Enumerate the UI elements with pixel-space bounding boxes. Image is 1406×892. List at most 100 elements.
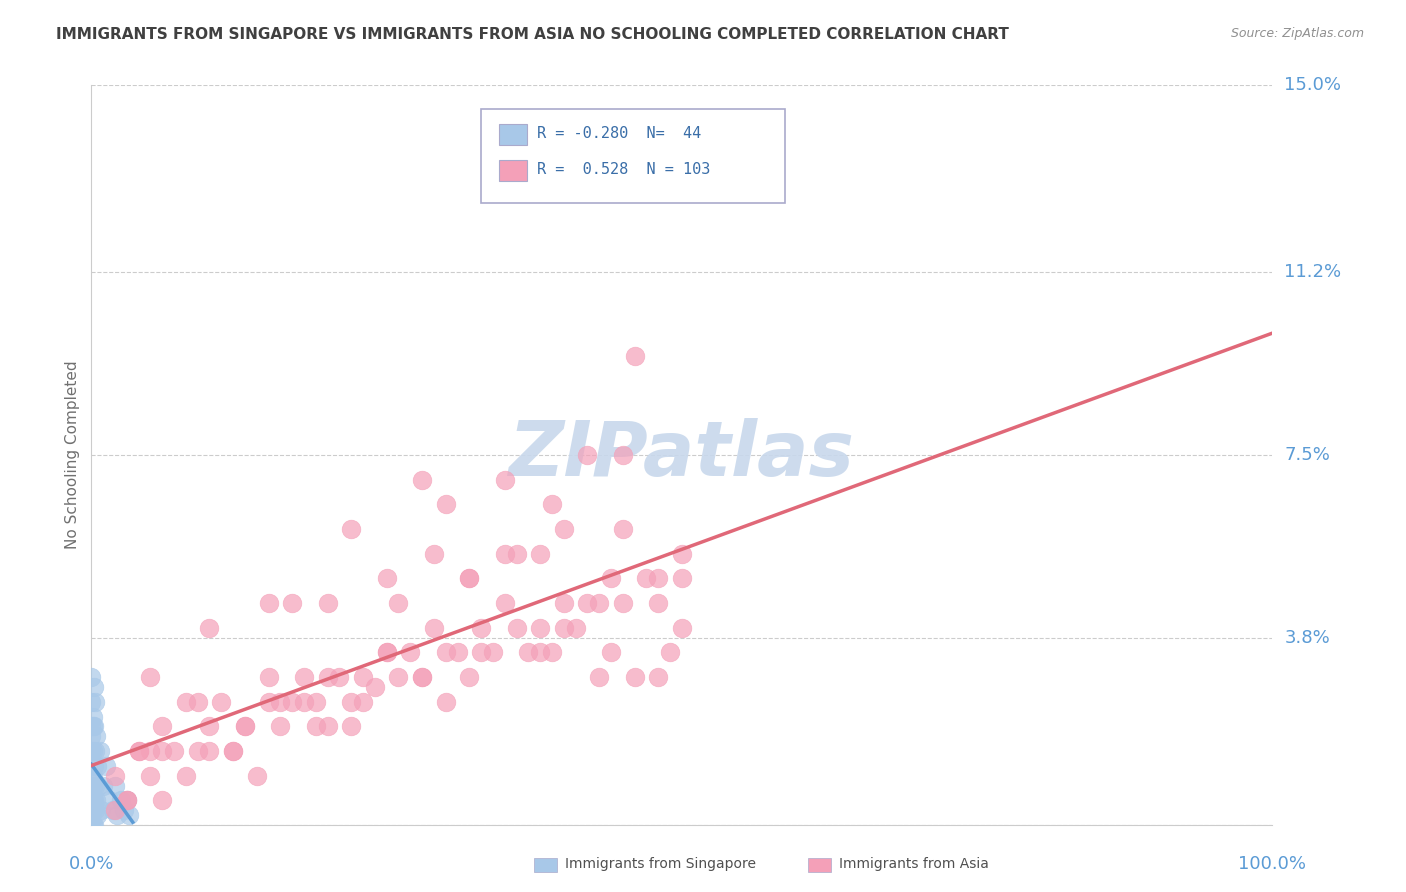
Point	[564, 621, 586, 635]
Point	[612, 522, 634, 536]
Point	[505, 621, 527, 635]
Point	[174, 769, 197, 783]
Point	[387, 670, 409, 684]
Point	[494, 596, 516, 610]
Point	[458, 571, 481, 585]
Point	[139, 744, 162, 758]
Point	[139, 769, 162, 783]
Point	[150, 744, 173, 758]
Point	[80, 779, 103, 793]
Point	[115, 793, 138, 807]
Point	[364, 680, 387, 694]
Point	[82, 803, 104, 817]
Point	[375, 571, 398, 585]
Point	[494, 473, 516, 487]
Point	[209, 695, 232, 709]
Point	[101, 803, 124, 817]
Point	[222, 744, 245, 758]
Point	[83, 793, 105, 807]
Point	[470, 645, 492, 659]
Point	[80, 818, 103, 832]
Point	[139, 670, 162, 684]
Point	[128, 744, 150, 758]
Point	[647, 571, 669, 585]
Point	[187, 744, 209, 758]
Text: 3.8%: 3.8%	[1284, 629, 1330, 647]
Point	[576, 596, 599, 610]
Point	[352, 670, 374, 684]
Point	[316, 719, 339, 733]
Point	[434, 695, 457, 709]
Y-axis label: No Schooling Completed: No Schooling Completed	[65, 360, 80, 549]
Point	[174, 695, 197, 709]
Point	[94, 759, 117, 773]
Point	[82, 719, 104, 733]
Point	[600, 645, 623, 659]
Point	[104, 803, 127, 817]
Point	[576, 448, 599, 462]
Text: Immigrants from Asia: Immigrants from Asia	[839, 857, 990, 871]
Text: ZIPatlas: ZIPatlas	[509, 418, 855, 491]
Point	[623, 349, 645, 363]
Point	[328, 670, 350, 684]
Point	[411, 670, 433, 684]
Point	[340, 695, 363, 709]
Point	[671, 547, 693, 561]
Point	[87, 779, 110, 793]
Point	[246, 769, 269, 783]
Point	[82, 709, 104, 723]
Point	[82, 744, 104, 758]
Point	[80, 670, 103, 684]
Text: 0.0%: 0.0%	[69, 855, 114, 872]
Point	[281, 596, 304, 610]
Point	[233, 719, 256, 733]
Point	[105, 808, 128, 822]
Text: 7.5%: 7.5%	[1284, 446, 1330, 464]
Text: R =  0.528  N = 103: R = 0.528 N = 103	[537, 162, 710, 177]
Point	[458, 571, 481, 585]
Point	[375, 645, 398, 659]
Point	[83, 759, 105, 773]
Point	[82, 769, 104, 783]
Point	[84, 729, 107, 743]
Point	[84, 695, 107, 709]
Point	[114, 803, 136, 817]
Point	[90, 803, 112, 817]
Point	[340, 719, 363, 733]
Point	[375, 645, 398, 659]
Point	[612, 448, 634, 462]
Point	[198, 719, 221, 733]
Point	[257, 596, 280, 610]
Text: Immigrants from Singapore: Immigrants from Singapore	[565, 857, 756, 871]
Point	[80, 719, 103, 733]
Point	[446, 645, 468, 659]
Point	[198, 621, 221, 635]
Point	[623, 670, 645, 684]
Point	[659, 645, 682, 659]
Point	[84, 744, 107, 758]
Point	[281, 695, 304, 709]
Point	[600, 571, 623, 585]
Text: 15.0%: 15.0%	[1284, 76, 1341, 94]
Point	[305, 695, 328, 709]
Point	[494, 547, 516, 561]
Point	[517, 645, 540, 659]
Point	[588, 670, 610, 684]
Point	[80, 769, 103, 783]
Point	[399, 645, 422, 659]
Point	[115, 793, 138, 807]
Point	[115, 793, 138, 807]
Point	[553, 621, 575, 635]
Point	[150, 793, 173, 807]
Point	[257, 670, 280, 684]
Point	[98, 793, 121, 807]
Point	[434, 645, 457, 659]
Point	[84, 793, 107, 807]
Point	[423, 621, 446, 635]
Point	[257, 695, 280, 709]
Point	[233, 719, 256, 733]
Point	[316, 670, 339, 684]
Point	[482, 645, 505, 659]
Point	[458, 670, 481, 684]
Point	[82, 793, 104, 807]
